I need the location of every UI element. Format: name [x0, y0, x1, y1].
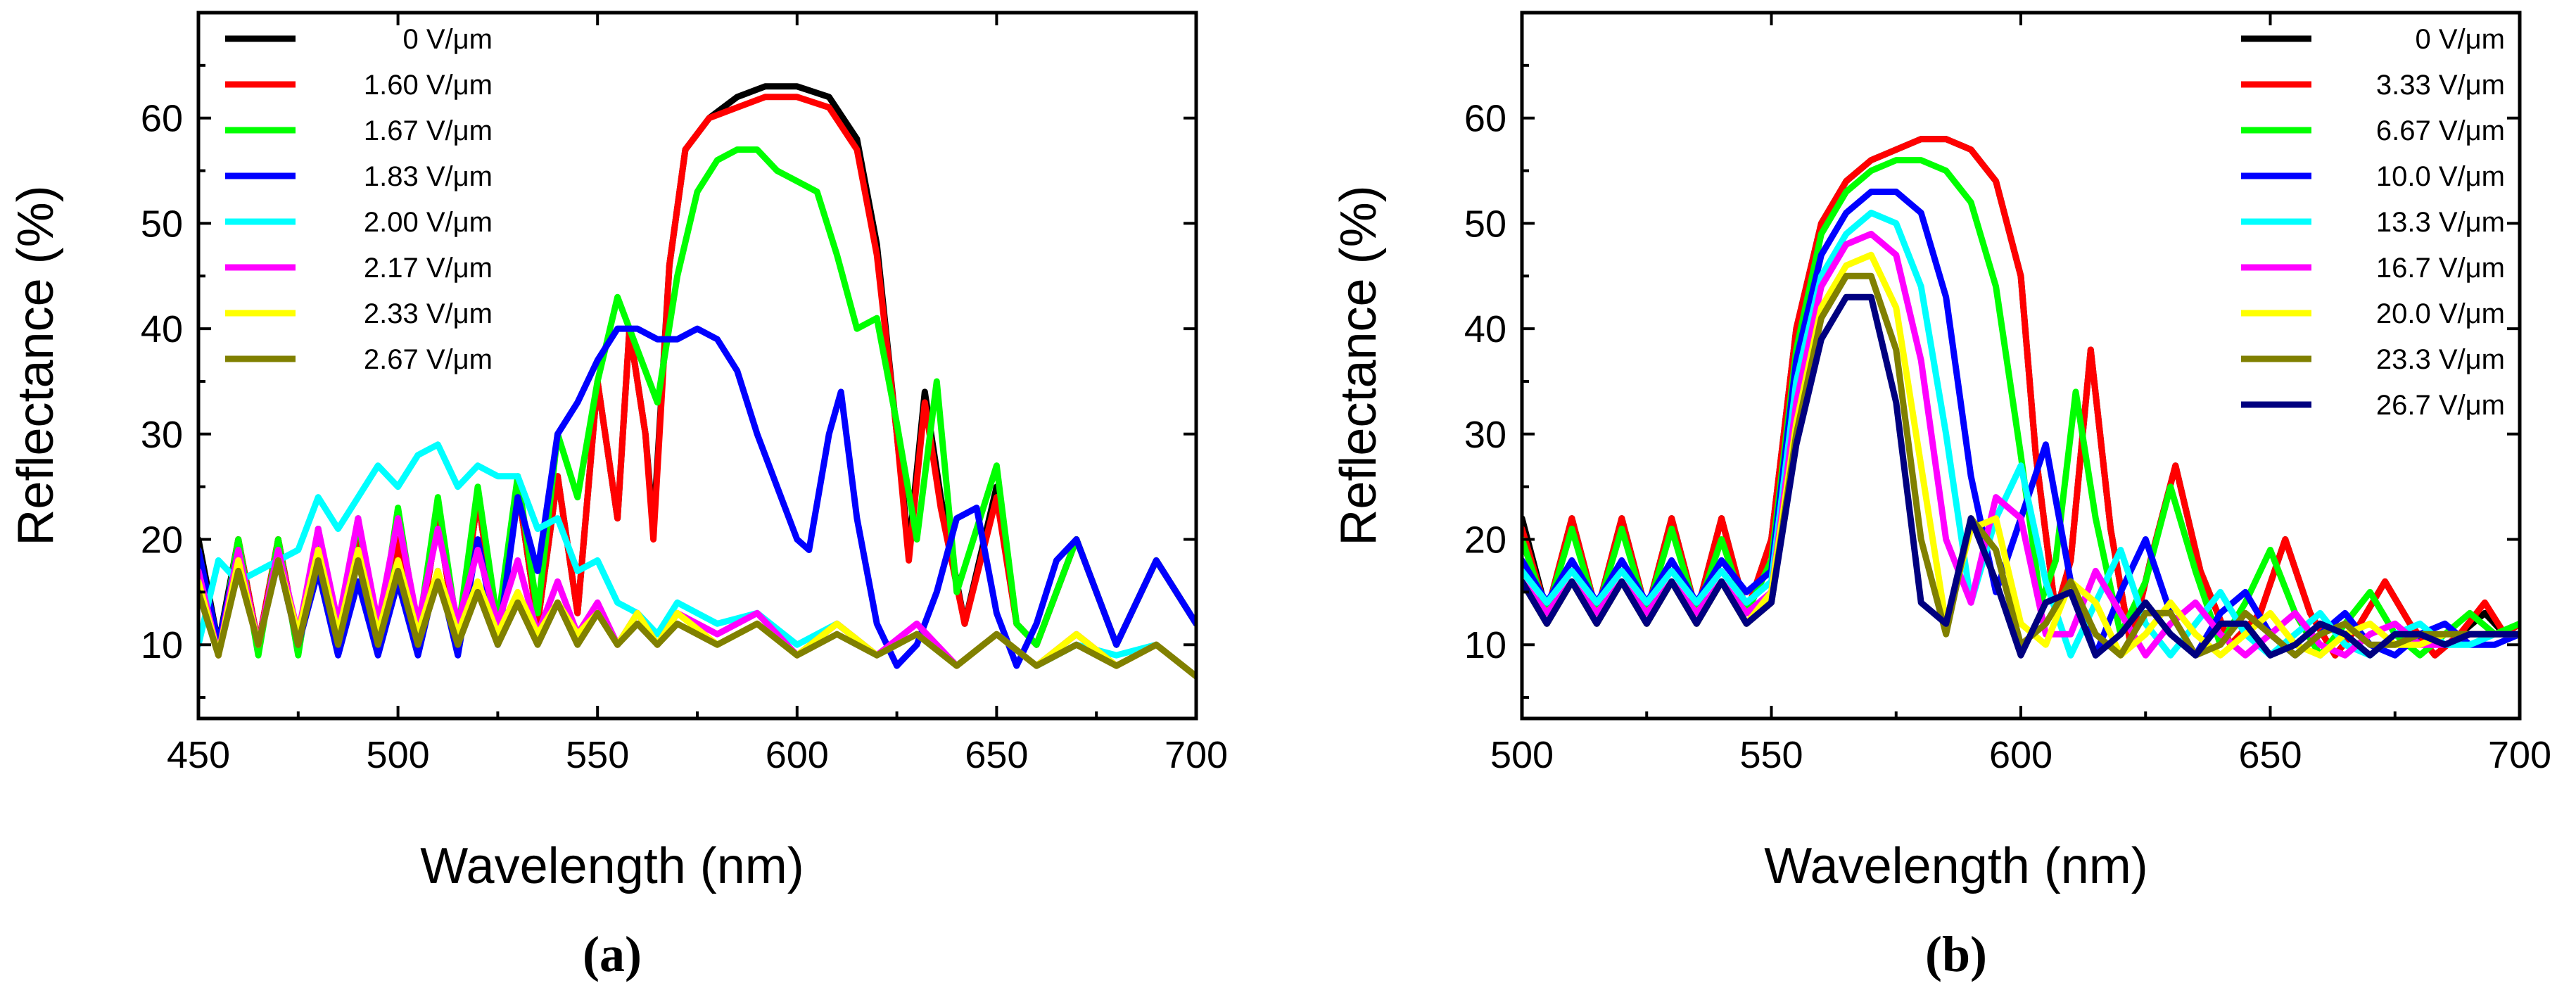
y-tick-label: 40	[141, 308, 183, 350]
legend-label: 23.3 V/μm	[2376, 344, 2505, 375]
panel-label: (b)	[1925, 926, 1987, 982]
x-tick-label: 450	[167, 734, 230, 776]
y-tick-label: 50	[1464, 203, 1506, 245]
y-axis-title: Reflectance (%)	[1331, 185, 1387, 545]
x-tick-label: 550	[566, 734, 629, 776]
panel-a: 450 500 550 600 650 700 10 20 30 40 50 60 Wavelength…	[8, 11, 1228, 982]
legend-label: 1.60 V/μm	[364, 70, 493, 101]
y-tick-label: 10	[1464, 624, 1506, 666]
legend: 0 V/μm 3.33 V/μm 6.67 V/μm 10.0 V/μm 13.3 V/…	[2241, 24, 2505, 421]
series-line-5	[1522, 230, 2520, 659]
legend-label: 2.17 V/μm	[364, 253, 493, 284]
y-axis-title: Reflectance (%)	[8, 185, 64, 545]
legend-label: 10.0 V/μm	[2376, 161, 2505, 192]
y-tick-label: 60	[141, 98, 183, 140]
y-tick-label: 50	[141, 203, 183, 245]
y-tick-label: 40	[1464, 308, 1506, 350]
legend-label: 13.3 V/μm	[2376, 207, 2505, 238]
legend-label: 6.67 V/μm	[2376, 115, 2505, 146]
legend-label: 20.0 V/μm	[2376, 298, 2505, 329]
x-axis-title: Wavelength (nm)	[420, 838, 804, 894]
series-line-0	[1522, 136, 2520, 659]
legend-label: 1.83 V/μm	[364, 161, 493, 192]
x-tick-label: 700	[2488, 734, 2551, 776]
legend: 0 V/μm 1.60 V/μm 1.67 V/μm 1.83 V/μm 2.00 V/…	[225, 24, 493, 375]
x-tick-label: 500	[367, 734, 430, 776]
legend-label: 1.67 V/μm	[364, 115, 493, 146]
y-tick-label: 20	[141, 519, 183, 562]
x-tick-label: 600	[766, 734, 829, 776]
series-group	[198, 83, 1196, 680]
x-axis-title: Wavelength (nm)	[1764, 838, 2148, 894]
series-line-8	[1522, 293, 2520, 659]
panel-b: 500 550 600 650 700 10 20 30 40 50 60 Wavelength (n…	[1331, 11, 2551, 982]
y-tick-label: 10	[141, 624, 183, 666]
x-tick-label: 700	[1165, 734, 1228, 776]
legend-label: 3.33 V/μm	[2376, 70, 2505, 101]
legend-label: 0 V/μm	[2415, 24, 2505, 55]
x-tick-label: 600	[1989, 734, 2052, 776]
x-tick-label: 650	[2238, 734, 2302, 776]
y-tick-label: 30	[141, 414, 183, 456]
series-line-3	[198, 325, 1196, 669]
x-tick-label: 500	[1490, 734, 1554, 776]
legend-label: 2.67 V/μm	[364, 344, 493, 375]
series-line-1	[1522, 136, 2520, 659]
legend-label: 26.7 V/μm	[2376, 390, 2505, 421]
y-tick-label: 60	[1464, 98, 1506, 140]
legend-label: 16.7 V/μm	[2376, 253, 2505, 284]
y-tick-label: 30	[1464, 414, 1506, 456]
x-tick-label: 550	[1739, 734, 1803, 776]
series-line-7	[198, 557, 1196, 680]
legend-label: 2.33 V/μm	[364, 298, 493, 329]
series-group	[1522, 136, 2520, 659]
y-tick-label: 20	[1464, 519, 1506, 562]
panel-label: (a)	[583, 926, 642, 982]
legend-label: 2.00 V/μm	[364, 207, 493, 238]
x-tick-label: 650	[965, 734, 1028, 776]
legend-label: 0 V/μm	[402, 24, 493, 55]
